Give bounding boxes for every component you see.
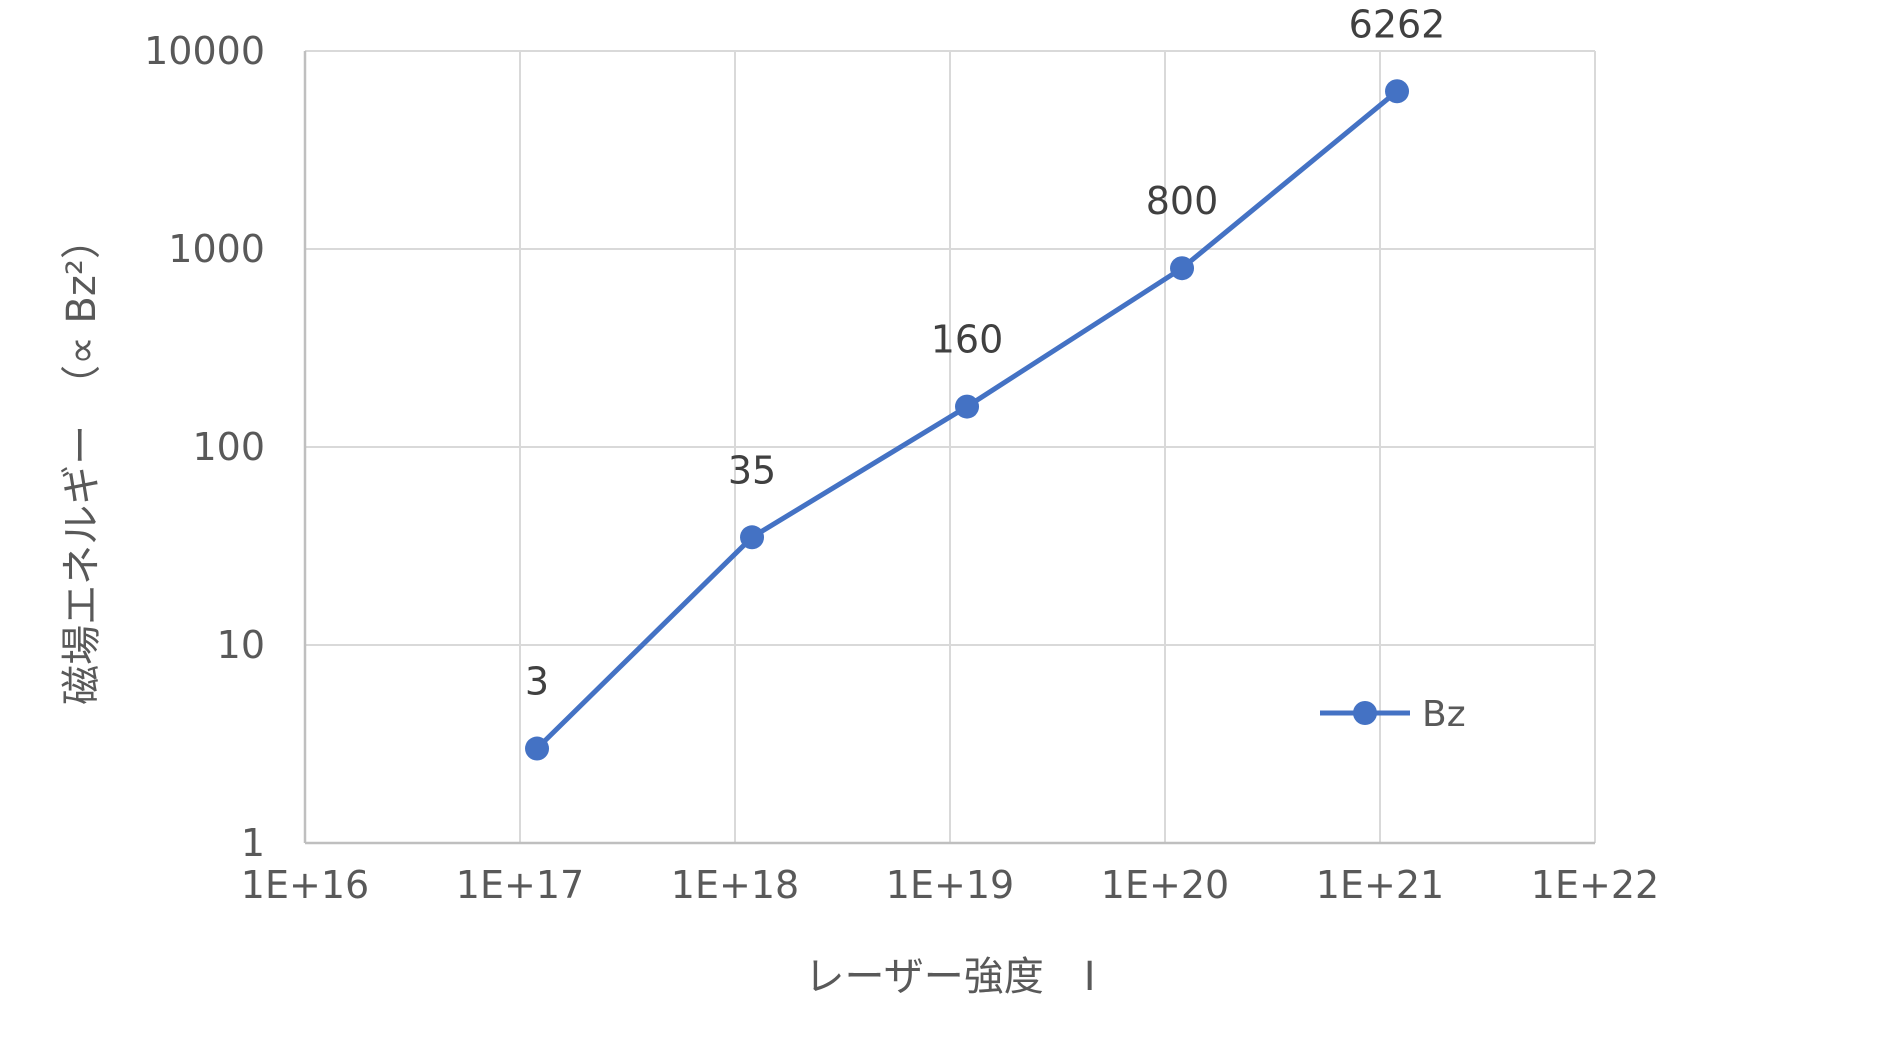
data-label-bz: 3 xyxy=(525,660,549,704)
data-labels: 3 35 160 800 6262 xyxy=(525,2,1445,703)
grid-lines xyxy=(304,50,1596,844)
axes xyxy=(303,51,1595,845)
y-tick-label: 100 xyxy=(192,425,265,469)
x-axis-title: レーザー強度 I xyxy=(805,954,1096,1000)
tick-labels: 1E+16 1E+17 1E+18 1E+19 1E+20 1E+21 1E+22 1 10 10… xyxy=(144,29,1659,907)
x-tick-label: 1E+17 xyxy=(456,863,584,907)
legend-label-bz: Bz xyxy=(1422,694,1466,735)
data-label-bz: 6262 xyxy=(1349,2,1446,46)
legend: Bz xyxy=(1320,694,1466,735)
data-label-bz: 160 xyxy=(931,318,1004,362)
x-tick-label: 1E+18 xyxy=(671,863,799,907)
data-point-bz xyxy=(955,394,980,419)
y-tick-label: 1000 xyxy=(168,227,265,271)
legend-marker-bz xyxy=(1353,701,1377,725)
x-tick-label: 1E+20 xyxy=(1101,863,1229,907)
x-tick-label: 1E+22 xyxy=(1531,863,1659,907)
y-tick-label: 10000 xyxy=(144,29,265,73)
data-point-bz xyxy=(525,736,550,761)
data-point-bz xyxy=(740,525,765,550)
y-tick-label: 1 xyxy=(241,821,265,865)
series-line-bz xyxy=(534,88,1400,751)
y-tick-label: 10 xyxy=(217,623,265,667)
x-tick-label: 1E+21 xyxy=(1316,863,1444,907)
data-point-bz xyxy=(1385,79,1410,104)
data-label-bz: 800 xyxy=(1146,179,1219,223)
x-tick-label: 1E+16 xyxy=(241,863,369,907)
data-point-bz xyxy=(1170,256,1195,281)
x-tick-label: 1E+19 xyxy=(886,863,1014,907)
y-axis-title: 磁場エネルギー （∝ Bz²） xyxy=(59,219,105,705)
data-label-bz: 35 xyxy=(728,448,776,492)
series-bz xyxy=(525,79,1410,761)
